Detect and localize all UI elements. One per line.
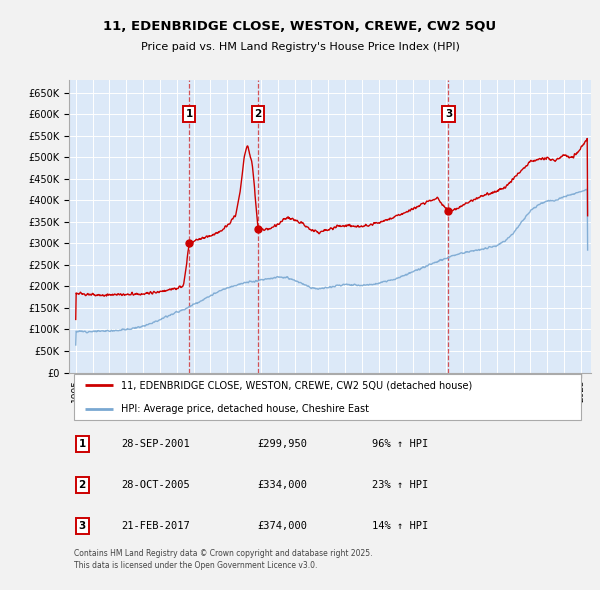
Text: 1: 1 xyxy=(79,440,86,450)
Text: 11, EDENBRIDGE CLOSE, WESTON, CREWE, CW2 5QU: 11, EDENBRIDGE CLOSE, WESTON, CREWE, CW2… xyxy=(103,20,497,33)
Text: 21-FEB-2017: 21-FEB-2017 xyxy=(121,521,190,531)
Text: 28-SEP-2001: 28-SEP-2001 xyxy=(121,440,190,450)
Text: 28-OCT-2005: 28-OCT-2005 xyxy=(121,480,190,490)
Text: 2: 2 xyxy=(254,109,262,119)
Text: 23% ↑ HPI: 23% ↑ HPI xyxy=(372,480,428,490)
Text: 96% ↑ HPI: 96% ↑ HPI xyxy=(372,440,428,450)
Text: £374,000: £374,000 xyxy=(257,521,307,531)
Text: 14% ↑ HPI: 14% ↑ HPI xyxy=(372,521,428,531)
Text: £299,950: £299,950 xyxy=(257,440,307,450)
Text: 3: 3 xyxy=(445,109,452,119)
Text: Contains HM Land Registry data © Crown copyright and database right 2025.
This d: Contains HM Land Registry data © Crown c… xyxy=(74,549,373,569)
Text: 11, EDENBRIDGE CLOSE, WESTON, CREWE, CW2 5QU (detached house): 11, EDENBRIDGE CLOSE, WESTON, CREWE, CW2… xyxy=(121,381,472,391)
Text: 2: 2 xyxy=(79,480,86,490)
Text: 3: 3 xyxy=(79,521,86,531)
Text: £334,000: £334,000 xyxy=(257,480,307,490)
Text: Price paid vs. HM Land Registry's House Price Index (HPI): Price paid vs. HM Land Registry's House … xyxy=(140,42,460,52)
FancyBboxPatch shape xyxy=(74,375,581,420)
Text: 1: 1 xyxy=(185,109,193,119)
Text: HPI: Average price, detached house, Cheshire East: HPI: Average price, detached house, Ches… xyxy=(121,404,369,414)
